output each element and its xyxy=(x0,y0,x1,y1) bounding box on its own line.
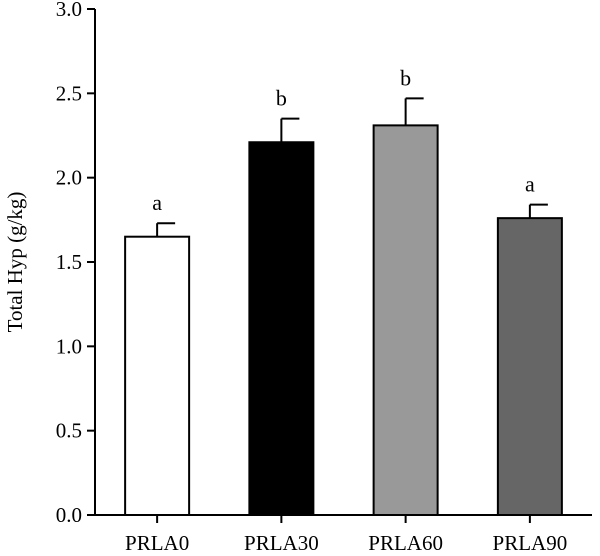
significance-label: b xyxy=(276,86,287,111)
bars: a b b a xyxy=(124,65,563,516)
y-tick-label: 1.5 xyxy=(56,250,82,274)
bar-prla30 xyxy=(248,141,315,516)
y-tick-label: 0.0 xyxy=(56,503,82,527)
y-tick-label: 2.5 xyxy=(56,81,82,105)
y-axis-title: Total Hyp (g/kg) xyxy=(3,192,27,333)
bar-prla0 xyxy=(124,235,191,516)
x-tick-label: PRLA0 xyxy=(125,531,189,555)
bar-prla60 xyxy=(372,124,439,516)
x-axis: PRLA0 PRLA30 PRLA60 PRLA90 xyxy=(95,514,592,555)
bar-prla90 xyxy=(496,217,563,516)
x-tick-label: PRLA90 xyxy=(493,531,568,555)
y-tick-label: 0.5 xyxy=(56,419,82,443)
y-tick-label: 3.0 xyxy=(56,0,82,21)
x-tick-label: PRLA30 xyxy=(244,531,319,555)
y-axis: 0.0 0.5 1.0 1.5 2.0 2.5 3.0 xyxy=(56,0,96,527)
significance-label: a xyxy=(525,172,535,197)
y-tick-label: 2.0 xyxy=(56,166,82,190)
x-tick-label: PRLA60 xyxy=(368,531,443,555)
significance-label: a xyxy=(152,190,162,215)
significance-label: b xyxy=(400,65,411,90)
y-tick-label: 1.0 xyxy=(56,334,82,358)
